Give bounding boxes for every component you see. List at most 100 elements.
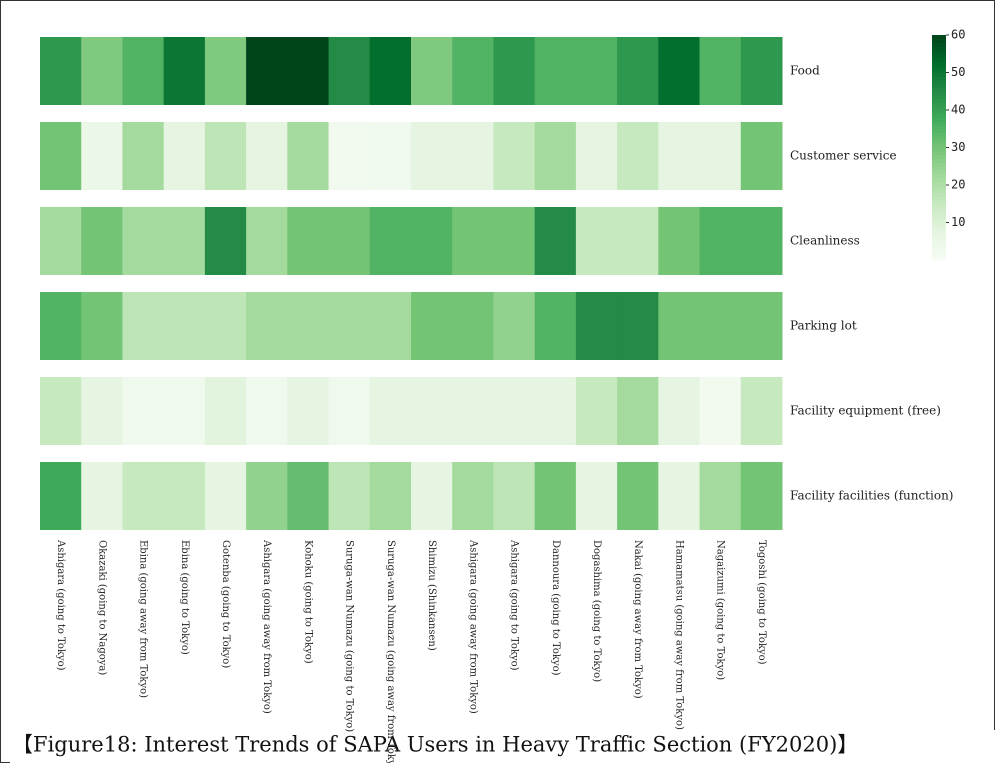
colorbar-step [932, 35, 946, 40]
colorbar-step [932, 136, 946, 141]
colorbar-step [932, 233, 946, 238]
colorbar-step [932, 83, 946, 88]
heat-cell [452, 37, 494, 105]
heat-cell [452, 122, 494, 190]
heat-cell [369, 377, 412, 445]
colorbar-step [932, 98, 946, 103]
heat-cell [204, 462, 247, 530]
heat-cell [328, 292, 371, 360]
heat-cell [246, 462, 288, 530]
colorbar-step [932, 125, 946, 130]
column-label: Hamamatsu (going away from Tokyo) [673, 540, 684, 730]
colorbar-step [932, 53, 946, 58]
heat-cell [246, 292, 288, 360]
heat-cell [287, 377, 330, 445]
heat-cell [163, 377, 206, 445]
colorbar-step [932, 158, 946, 163]
colorbar-step [932, 237, 946, 242]
colorbar-step [932, 113, 946, 118]
colorbar-step [932, 87, 946, 92]
colorbar-step [932, 211, 946, 216]
heat-cell [617, 377, 659, 445]
colorbar-step [932, 203, 946, 208]
column-label: Nagaizumi (going to Tokyo) [715, 540, 726, 680]
heat-cell [411, 462, 453, 530]
column-label: Ashigara (going away from Tokyo) [467, 539, 478, 714]
column-label: Suruga-wan Numazu (going to Tokyo) [344, 540, 355, 732]
column-label: Ashigara (going to Tokyo) [509, 539, 520, 671]
column-label: Gotenba (going to Tokyo) [220, 540, 231, 668]
heat-cell [287, 122, 330, 190]
colorbar-step [932, 218, 946, 223]
heat-cell [411, 37, 453, 105]
colorbar-step [932, 241, 946, 246]
colorbar-step [932, 143, 946, 148]
heat-cell [534, 292, 577, 360]
heat-cell [617, 462, 659, 530]
heat-cell [246, 37, 288, 105]
heat-cell [122, 377, 165, 445]
heat-cell [493, 207, 536, 275]
column-label: Ebina (going to Tokyo) [179, 540, 190, 655]
heat-cell [287, 292, 330, 360]
colorbar-step [932, 151, 946, 156]
column-label: Dogashima (going to Tokyo) [591, 540, 602, 682]
colorbar-step [932, 76, 946, 81]
colorbar-tick-label: 30 [951, 140, 965, 154]
heat-cell [328, 122, 371, 190]
heat-cell [740, 462, 783, 530]
heat-cell [658, 37, 701, 105]
colorbar-step [932, 91, 946, 96]
row-label: Parking lot [790, 319, 857, 333]
heat-cell [287, 37, 330, 105]
heat-cell [369, 37, 412, 105]
heat-cell [122, 122, 165, 190]
heat-cell [163, 37, 206, 105]
colorbar-step [932, 68, 946, 73]
heat-cell [740, 37, 783, 105]
row-label: Facility facilities (function) [790, 489, 953, 503]
heat-cell [658, 292, 701, 360]
heat-cell [493, 37, 536, 105]
caption-bg [10, 730, 995, 763]
heat-cell [658, 377, 701, 445]
heat-cell [369, 207, 412, 275]
heat-cell [658, 122, 701, 190]
heat-cell [534, 377, 577, 445]
heat-cell [246, 207, 288, 275]
heat-cell [204, 292, 247, 360]
heat-cell [740, 292, 783, 360]
column-label: Dannoura (going to Tokyo) [550, 540, 561, 676]
heat-cell [246, 122, 288, 190]
colorbar-step [932, 57, 946, 62]
column-label: Ashigara (going away from Tokyo) [261, 539, 272, 714]
heat-cell [699, 207, 742, 275]
colorbar-step [932, 132, 946, 137]
colorbar-tick-label: 10 [951, 215, 965, 229]
colorbar-step [932, 65, 946, 70]
colorbar-step [932, 200, 946, 205]
heat-cell [740, 122, 783, 190]
heat-cell [575, 207, 618, 275]
heat-cell [534, 37, 577, 105]
heat-cell [40, 207, 82, 275]
colorbar-step [932, 50, 946, 55]
heat-cell [493, 122, 536, 190]
colorbar-step [932, 155, 946, 160]
colorbar-step [932, 188, 946, 193]
heat-cell [699, 377, 742, 445]
colorbar-tick-label: 50 [951, 65, 965, 79]
row-label: Cleanliness [790, 234, 860, 248]
heat-cell [81, 377, 123, 445]
colorbar-step [932, 192, 946, 197]
heat-cell [575, 292, 618, 360]
row-label: Facility equipment (free) [790, 404, 941, 418]
colorbar-step [932, 147, 946, 152]
heat-cell [411, 122, 453, 190]
column-label: Nakai (going away from Tokyo) [632, 540, 643, 699]
heat-cell [369, 292, 412, 360]
colorbar-step [932, 80, 946, 85]
column-label: Togoshi (going to Tokyo) [756, 540, 767, 665]
colorbar-step [932, 102, 946, 107]
heat-cell [452, 462, 494, 530]
